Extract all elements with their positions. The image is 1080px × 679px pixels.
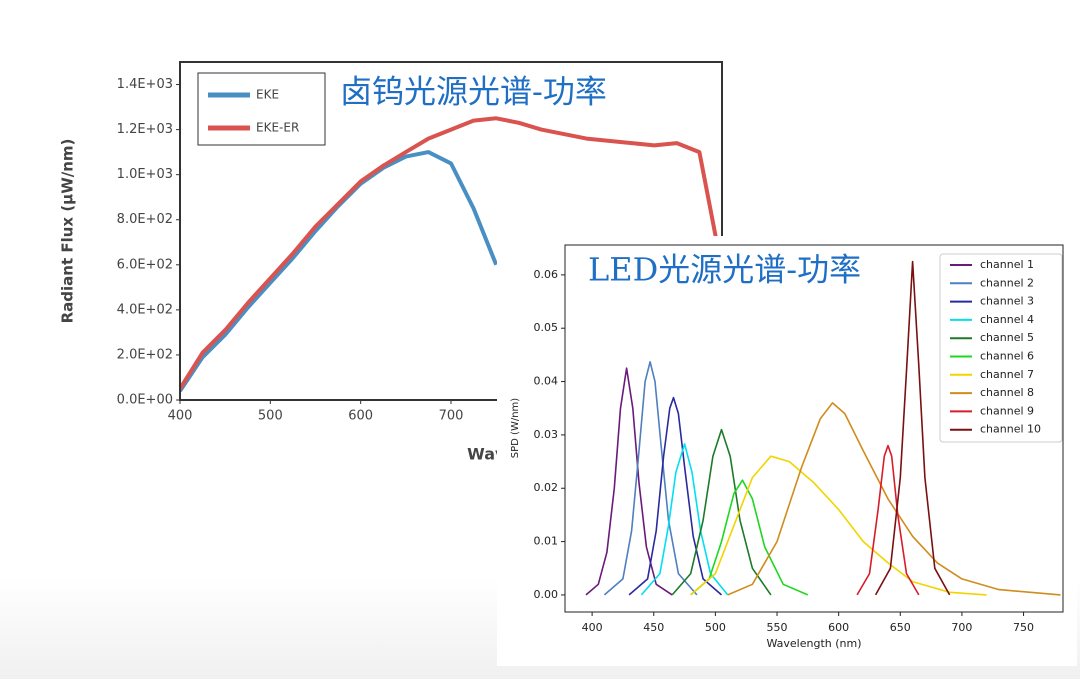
series-line [585, 367, 673, 596]
y-tick-label: 1.0E+03 [117, 167, 173, 182]
legend-label: channel 6 [980, 350, 1034, 363]
series-line [856, 444, 920, 596]
legend-box [197, 72, 326, 146]
legend-label: channel 7 [980, 368, 1034, 381]
y-tick-label: 0.03 [534, 428, 559, 441]
legend: EKE EKE-ER [197, 72, 326, 146]
chart: 0.00 0.01 0.02 0.03 0.04 0.05 0.06 400 450 500 550… [497, 236, 1077, 666]
x-tick-label: 500 [705, 621, 726, 634]
x-tick-label: 600 [828, 621, 849, 634]
x-tick-label: 400 [582, 621, 603, 634]
series-line [640, 443, 729, 596]
y-axis-label: Radiant Flux (μW/nm) [59, 139, 77, 324]
plot-area [180, 116, 722, 393]
x-tick-label: 400 [168, 409, 193, 424]
x-tick-label: 700 [439, 409, 464, 424]
y-tick-label: 0.04 [534, 375, 559, 388]
series-line [603, 361, 698, 596]
legend-label: EKE [256, 88, 279, 102]
legend-label: channel 5 [980, 331, 1034, 344]
y-tick-label: 0.02 [534, 481, 559, 494]
y-tick-label: 0.06 [534, 268, 559, 281]
x-tick-label: 650 [890, 621, 911, 634]
plot-frame [564, 244, 1064, 613]
x-tick-label: 600 [348, 409, 373, 424]
plot-area [585, 260, 1061, 596]
legend-label: channel 4 [980, 313, 1034, 326]
x-axis-label: Wavelength (nm) [766, 637, 861, 650]
chart-title: 卤钨光源光谱-功率 [340, 73, 607, 111]
legend-label: channel 2 [980, 276, 1034, 289]
y-tick-label: 8.0E+02 [117, 212, 173, 227]
y-tick-label: 0.05 [534, 321, 559, 334]
x-tick-label: 750 [1013, 621, 1034, 634]
y-tick-label: 1.4E+03 [117, 77, 173, 92]
x-tick-label: 550 [767, 621, 788, 634]
legend-label: channel 10 [980, 423, 1041, 436]
legend: channel 1 channel 2 channel 3 channel 4 chan… [939, 253, 1063, 443]
series-line [690, 455, 987, 596]
series-line [180, 116, 722, 390]
y-tick-label: 0.00 [534, 588, 559, 601]
y-axis-label: SPD (W/nm) [510, 398, 521, 458]
series-line [690, 479, 809, 596]
x-tick-label: 700 [951, 621, 972, 634]
chart-title: LED光源光谱-功率 [588, 251, 861, 289]
legend-label: channel 8 [980, 386, 1034, 399]
plot-frame [179, 61, 723, 401]
series-line [874, 260, 951, 596]
y-tick-label: 2.0E+02 [117, 347, 173, 362]
y-tick-label: 0.01 [534, 535, 559, 548]
y-tick-label: 4.0E+02 [117, 302, 173, 317]
legend-label: channel 9 [980, 404, 1034, 417]
x-tick-label: 500 [258, 409, 283, 424]
y-tick-label: 6.0E+02 [117, 257, 173, 272]
legend-label: channel 1 [980, 258, 1034, 271]
y-tick-label: 0.0E+00 [117, 393, 173, 408]
legend-label: EKE-ER [256, 121, 299, 135]
series-line [727, 402, 1061, 596]
legend-label: channel 3 [980, 295, 1034, 308]
x-tick-label: 450 [643, 621, 664, 634]
series-line [671, 428, 772, 596]
y-tick-label: 1.2E+03 [117, 122, 173, 137]
